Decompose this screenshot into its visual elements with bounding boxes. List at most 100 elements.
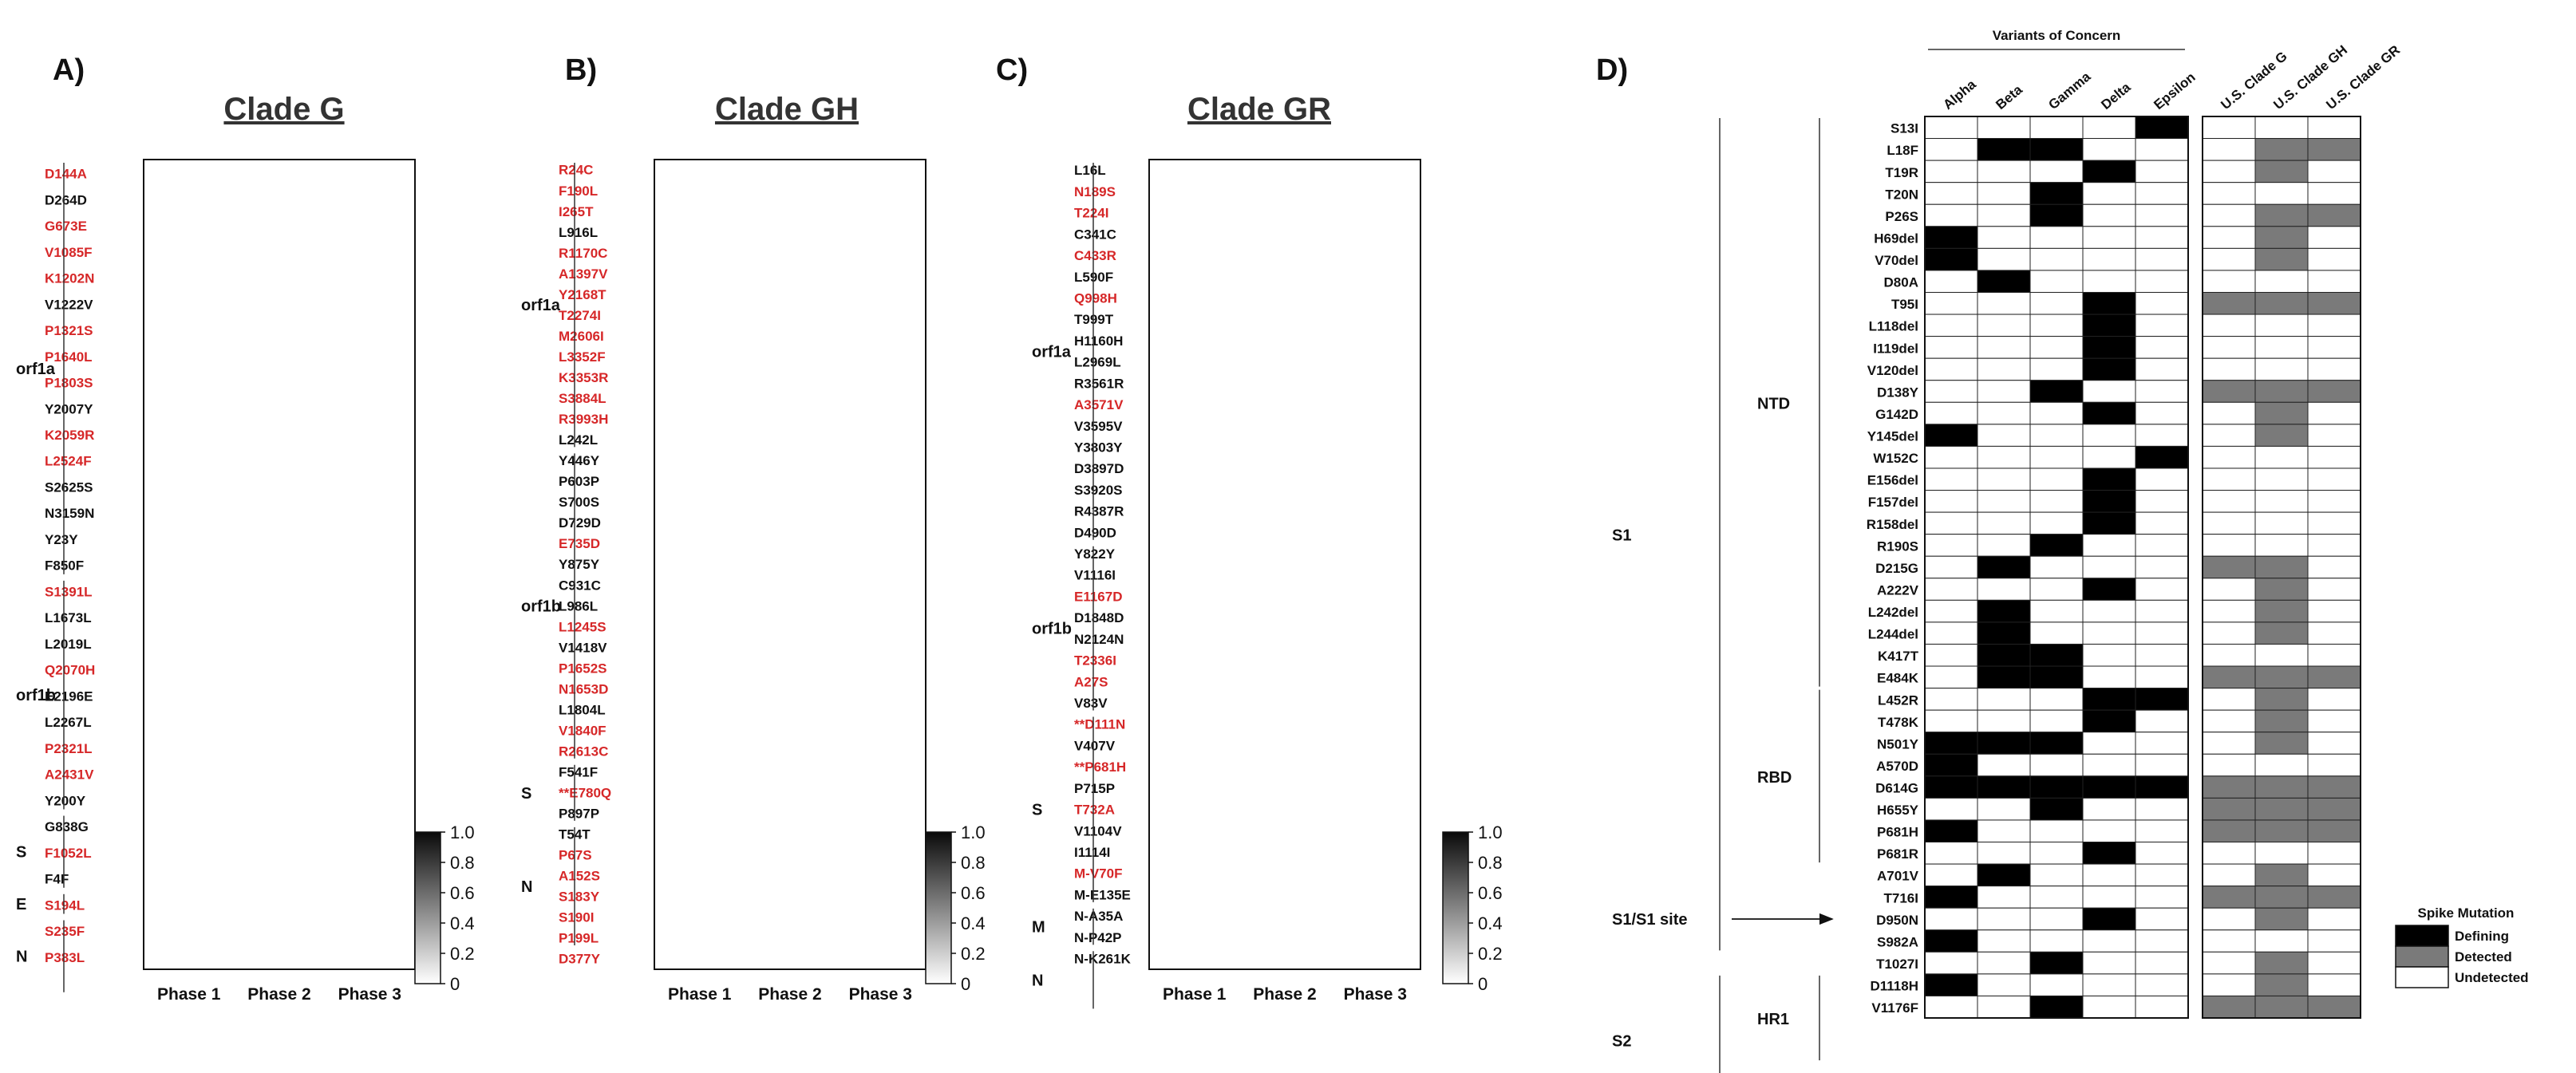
mutation-label: T19R xyxy=(1885,165,1918,180)
table-cell xyxy=(2029,291,2084,315)
table-cell xyxy=(1924,863,1978,887)
table-cell xyxy=(2135,534,2189,557)
colorbar-tick-label: 0.8 xyxy=(961,853,986,873)
row-label: L3352F xyxy=(559,349,606,365)
table-cell xyxy=(1924,819,1978,843)
table-cell xyxy=(2254,907,2309,931)
table-cell xyxy=(2307,665,2361,689)
table-cell xyxy=(1977,797,2031,821)
mutation-label: L18F xyxy=(1887,143,1918,158)
table-cell xyxy=(2202,138,2256,161)
table-cell xyxy=(1924,203,1978,227)
table-cell xyxy=(2202,688,2256,711)
table-cell xyxy=(1924,467,1978,491)
row-label: N3159N xyxy=(45,506,94,521)
row-label: L1804L xyxy=(559,702,606,717)
table-cell xyxy=(2202,424,2256,447)
row-label: P383L xyxy=(45,950,85,965)
table-cell xyxy=(2307,709,2361,733)
row-label: L16L xyxy=(1074,163,1106,178)
heatmap-panel-2: C)Clade GRL16LN189ST224IC341CC433RL590FQ… xyxy=(996,53,1503,1009)
table-cell xyxy=(2135,599,2189,623)
row-label: G838G xyxy=(45,819,89,834)
table-cell xyxy=(2082,709,2136,733)
table-cell xyxy=(2254,467,2309,491)
legend-item-label: Undetected xyxy=(2455,970,2529,985)
row-label: H1160H xyxy=(1074,333,1123,349)
row-label: K2059R xyxy=(45,428,94,443)
mutation-label: A570D xyxy=(1876,759,1918,774)
row-label: E1167D xyxy=(1074,589,1123,604)
table-cell xyxy=(2254,863,2309,887)
table-cell xyxy=(2029,688,2084,711)
mutation-label: D614G xyxy=(1875,781,1918,796)
row-label: A152S xyxy=(559,869,600,884)
table-cell xyxy=(2029,555,2084,579)
row-label: **E780Q xyxy=(559,786,611,801)
heatmap-frame xyxy=(1148,159,1421,970)
mutation-label: E156del xyxy=(1867,473,1918,488)
table-cell xyxy=(1977,599,2031,623)
row-label: Y2168T xyxy=(559,287,606,302)
table-cell xyxy=(2029,534,2084,557)
table-cell xyxy=(2135,709,2189,733)
table-cell xyxy=(2082,886,2136,909)
table-cell xyxy=(2202,203,2256,227)
row-label: D729D xyxy=(559,515,601,531)
table-cell xyxy=(2029,511,2084,535)
column-header: Epsilon xyxy=(2151,69,2198,112)
row-label: G673E xyxy=(45,219,87,234)
table-cell xyxy=(2307,182,2361,205)
mutation-label: D950N xyxy=(1876,913,1918,928)
table-cell xyxy=(1924,665,1978,689)
colorbar-tick-label: 0 xyxy=(1478,974,1488,994)
table-cell xyxy=(1924,709,1978,733)
table-cell xyxy=(2202,511,2256,535)
table-cell xyxy=(2029,226,2084,249)
table-cell xyxy=(2082,929,2136,953)
table-cell xyxy=(2082,665,2136,689)
row-label: T2274I xyxy=(559,308,601,323)
mutation-label: T478K xyxy=(1878,715,1919,730)
table-cell xyxy=(2202,490,2256,513)
table-cell xyxy=(2202,182,2256,205)
table-cell xyxy=(2307,336,2361,359)
row-label: C433R xyxy=(1074,248,1116,263)
table-cell xyxy=(1924,490,1978,513)
row-label: F1052L xyxy=(45,846,92,861)
table-cell xyxy=(1924,842,1978,865)
row-label: Y446Y xyxy=(559,453,600,468)
table-cell xyxy=(2082,842,2136,865)
table-cell xyxy=(2082,797,2136,821)
table-cell xyxy=(2202,247,2256,271)
column-label: Phase 1 xyxy=(157,985,221,1004)
table-cell xyxy=(2029,336,2084,359)
table-cell xyxy=(2254,732,2309,755)
table-cell xyxy=(2029,863,2084,887)
row-label: Y23Y xyxy=(45,532,78,547)
table-cell xyxy=(1977,226,2031,249)
table-cell xyxy=(1924,643,1978,667)
group-label: S xyxy=(16,844,26,862)
colorbar-tick-label: 1.0 xyxy=(450,823,475,842)
mutation-label: E484K xyxy=(1877,671,1919,686)
row-label: P1652S xyxy=(559,661,607,676)
row-label: N-P42P xyxy=(1074,930,1122,945)
table-cell xyxy=(2254,116,2309,140)
table-cell xyxy=(2029,886,2084,909)
subregion-label: HR1 xyxy=(1757,1011,1789,1028)
group-label: orf1b xyxy=(16,687,56,704)
table-cell xyxy=(1924,599,1978,623)
legend-title: Spike Mutation xyxy=(2418,905,2515,921)
table-cell xyxy=(2029,270,2084,293)
table-cell xyxy=(2029,424,2084,447)
row-label: M2606I xyxy=(559,329,604,344)
table-cell xyxy=(1977,138,2031,161)
table-cell xyxy=(1924,247,1978,271)
mutation-label: A222V xyxy=(1877,583,1919,598)
row-label: R1170C xyxy=(559,246,607,261)
table-cell xyxy=(2307,401,2361,425)
mutation-label: S13I xyxy=(1891,121,1918,136)
colorbar-tick-label: 0.6 xyxy=(450,883,475,903)
